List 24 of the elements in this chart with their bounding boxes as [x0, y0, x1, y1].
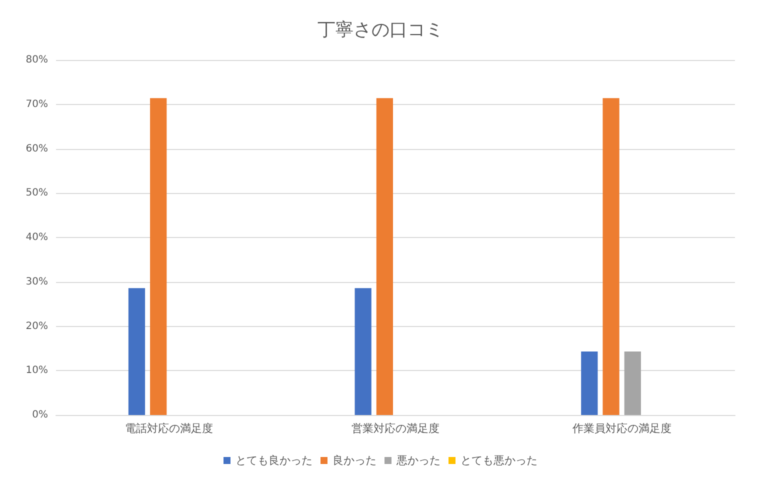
- y-tick-label: 60%: [26, 143, 48, 154]
- y-tick-label: 80%: [26, 54, 48, 66]
- bar: [602, 98, 620, 415]
- x-tick-label: 電話対応の満足度: [125, 422, 214, 435]
- legend-label: 良かった: [332, 454, 376, 467]
- bar: [624, 352, 641, 415]
- bar: [354, 288, 372, 415]
- y-tick-label: 40%: [26, 232, 48, 243]
- chart-title: 丁寧さの口コミ: [318, 20, 444, 40]
- bar: [128, 288, 146, 415]
- x-tick-label: 作業員対応の満足度: [571, 422, 672, 435]
- bar: [581, 352, 598, 415]
- bar: [376, 98, 394, 415]
- y-tick-label: 70%: [26, 98, 48, 110]
- legend-label: とても悪かった: [460, 454, 538, 467]
- y-tick-label: 0%: [32, 410, 48, 420]
- bar: [150, 98, 167, 415]
- legend-label: 悪かった: [396, 454, 440, 467]
- y-tick-label: 20%: [26, 320, 48, 332]
- y-tick-label: 30%: [26, 276, 48, 288]
- y-tick-label: 10%: [26, 365, 48, 376]
- x-tick-label: 営業対応の満足度: [352, 422, 440, 435]
- y-tick-label: 50%: [26, 188, 48, 199]
- legend-label: とても良かった: [236, 454, 312, 467]
